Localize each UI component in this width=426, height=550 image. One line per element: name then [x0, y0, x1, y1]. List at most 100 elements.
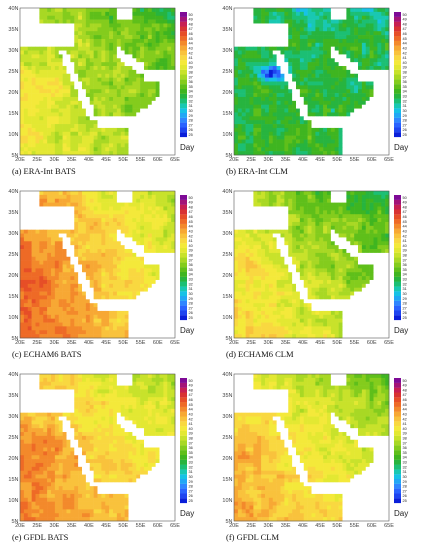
grid-cell [66, 322, 71, 327]
grid-cell [144, 112, 149, 117]
grid-cell [89, 225, 94, 230]
grid-cell [381, 139, 386, 144]
grid-cell [346, 96, 351, 102]
grid-cell [97, 104, 102, 109]
grid-cell [159, 210, 164, 215]
grid-cell [20, 147, 25, 152]
grid-cell [39, 229, 44, 234]
grid-cell [51, 237, 56, 242]
grid-cell [62, 237, 67, 242]
grid-cell [74, 104, 79, 109]
grid-cell [89, 112, 94, 117]
grid-cell [116, 116, 122, 121]
grid-cell [51, 50, 56, 55]
grid-cell [82, 318, 87, 323]
grid-cell [155, 264, 160, 269]
grid-cell [155, 218, 160, 223]
grid-cell [27, 27, 32, 32]
grid-cell [70, 218, 75, 223]
grid-cell [155, 249, 160, 254]
grid-cell [58, 135, 63, 140]
grid-cell [354, 15, 359, 20]
grid-cell [307, 139, 312, 144]
grid-cell [101, 38, 106, 44]
grid-cell [62, 54, 67, 59]
grid-cell [171, 66, 176, 71]
grid-cell [377, 198, 382, 203]
grid-cell [20, 198, 25, 203]
grid-cell [85, 314, 91, 319]
grid-cell [334, 15, 339, 20]
grid-cell [330, 38, 336, 44]
grid-cell [113, 295, 118, 300]
grid-cell [284, 116, 289, 121]
grid-cell [31, 108, 36, 113]
colorbar-swatch [180, 204, 187, 210]
grid-cell [241, 135, 246, 140]
grid-cell [319, 191, 324, 196]
grid-cell [89, 27, 94, 32]
grid-cell [151, 50, 156, 55]
grid-cell [128, 104, 133, 109]
grid-cell [39, 124, 44, 129]
grid-cell [93, 131, 98, 136]
grid-cell [253, 81, 258, 86]
grid-cell [365, 139, 370, 144]
grid-cell [377, 96, 382, 102]
grid-cell [82, 19, 87, 24]
grid-cell [132, 147, 137, 152]
grid-cell [163, 81, 168, 86]
grid-cell [245, 112, 250, 117]
grid-cell [124, 104, 129, 109]
grid-cell [116, 127, 122, 133]
grid-cell [377, 191, 382, 196]
grid-cell [167, 256, 172, 261]
grid-cell [323, 19, 328, 24]
grid-cell [338, 194, 343, 200]
grid-cell [234, 85, 239, 90]
grid-cell [159, 287, 164, 292]
grid-cell [113, 314, 118, 319]
grid-cell [47, 314, 52, 319]
grid-cell [58, 279, 63, 285]
grid-cell [74, 330, 79, 335]
grid-cell [338, 19, 343, 24]
grid-cell [109, 252, 114, 258]
grid-cell [132, 287, 137, 292]
grid-cell [82, 326, 87, 331]
grid-cell [280, 42, 285, 47]
grid-cell [82, 73, 87, 78]
grid-cell [354, 151, 359, 156]
grid-cell [120, 237, 125, 242]
grid-cell [120, 143, 125, 148]
grid-cell [163, 303, 168, 308]
grid-cell [377, 89, 382, 94]
grid-cell [342, 31, 347, 36]
grid-cell [323, 35, 328, 40]
grid-cell [66, 229, 71, 234]
grid-cell [159, 256, 164, 261]
grid-cell [128, 23, 133, 28]
grid-cell [361, 31, 367, 36]
grid-cell [27, 330, 32, 335]
grid-cell [27, 96, 32, 102]
grid-cell [315, 8, 320, 13]
grid-cell [265, 73, 270, 78]
grid-cell [245, 38, 250, 44]
grid-cell [354, 58, 359, 63]
grid-cell [128, 93, 133, 98]
grid-cell [105, 42, 110, 47]
grid-cell [140, 27, 145, 32]
grid-cell [361, 191, 367, 196]
grid-cell [66, 96, 71, 102]
grid-cell [358, 62, 363, 67]
grid-cell [70, 276, 75, 281]
grid-cell [338, 120, 343, 125]
grid-cell [89, 283, 94, 289]
grid-cell [268, 31, 274, 36]
colorbar-swatch [394, 103, 401, 109]
grid-cell [35, 287, 40, 292]
grid-cell [330, 139, 336, 144]
grid-cell [97, 249, 102, 254]
grid-cell [373, 11, 378, 17]
